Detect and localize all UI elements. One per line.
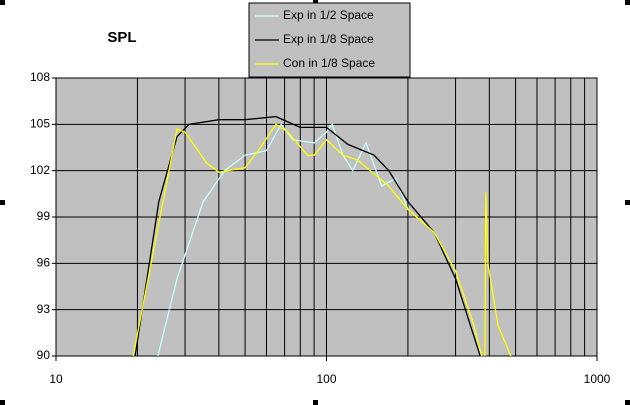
y-tick-label: 108 [30,70,50,84]
y-tick-label: 99 [37,209,51,223]
y-tick-label: 102 [30,163,50,177]
grid [55,77,598,357]
legend-label: Con in 1/8 Space [283,56,375,70]
y-tick-label: 96 [37,256,51,270]
legend-label: Exp in 1/8 Space [283,32,374,46]
y-tick-label: 90 [37,348,51,362]
x-tick-label: 100 [316,372,336,386]
x-tick-label: 1000 [584,372,611,386]
y-tick-label: 105 [30,117,50,131]
legend-label: Exp in 1/2 Space [283,8,374,22]
chart-title: SPL [107,29,136,46]
legend: Exp in 1/2 Space Exp in 1/8 Space Con in 1… [248,2,411,78]
series-line [134,115,481,357]
series-line [132,123,512,357]
y-tick-label: 93 [37,302,51,316]
x-tick-label: 10 [49,372,63,386]
